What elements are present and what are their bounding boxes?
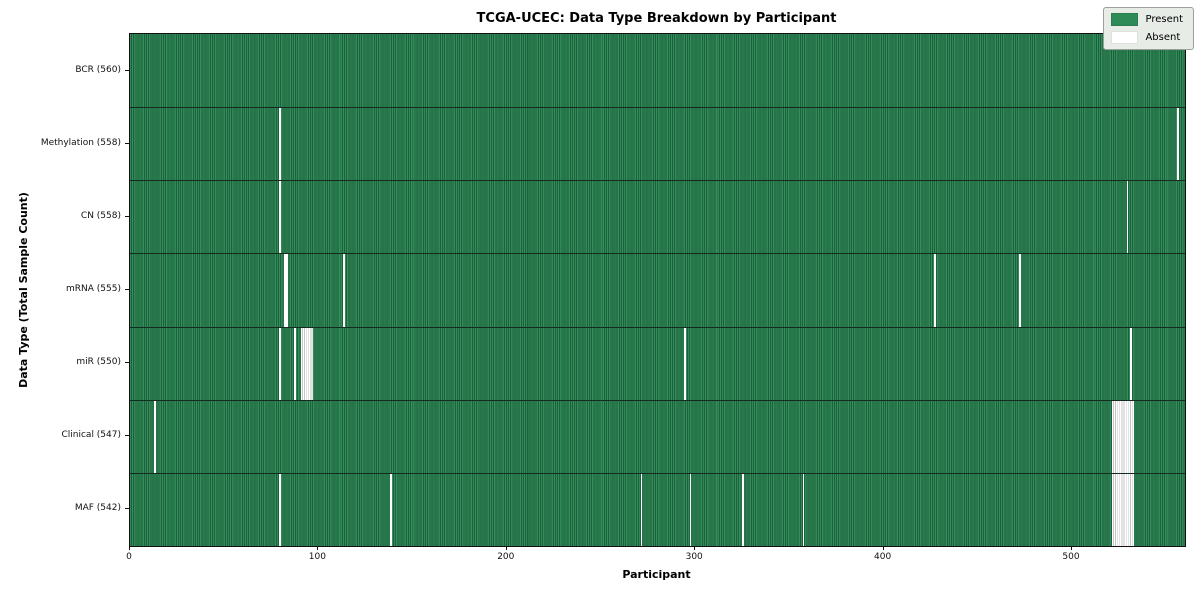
- x-tick-label-400: 400: [874, 552, 892, 562]
- y-tick-mark: [125, 435, 129, 437]
- row-divider: [130, 326, 1185, 328]
- row-divider: [130, 107, 1185, 109]
- absent-stripe: [1111, 472, 1135, 546]
- x-tick-mark: [317, 546, 319, 550]
- legend: Present Absent: [1103, 7, 1194, 50]
- absent-stripe: [1126, 180, 1129, 254]
- absent-stripe: [1177, 107, 1180, 181]
- absent-stripe: [278, 472, 281, 546]
- legend-label-absent: Absent: [1145, 32, 1181, 43]
- x-tick-label-200: 200: [497, 552, 515, 562]
- y-tick-label-maf: MAF (542): [74, 503, 121, 514]
- absent-stripe: [154, 399, 157, 473]
- absent-stripe: [1130, 326, 1133, 400]
- x-tick-label-0: 0: [126, 552, 132, 562]
- x-tick-label-100: 100: [308, 552, 326, 562]
- absent-stripe: [293, 326, 296, 400]
- y-tick-label-clinical: Clinical (547): [61, 430, 121, 441]
- y-tick-label-mrna: mRNA (555): [66, 284, 121, 294]
- absent-swatch-icon: [1111, 31, 1139, 44]
- row-divider: [130, 180, 1185, 182]
- x-tick-mark: [1071, 546, 1072, 550]
- absent-stripe: [640, 472, 643, 546]
- absent-stripe: [301, 326, 313, 400]
- y-tick-label-methylation: Methylation (558): [40, 137, 121, 148]
- x-tick-label-300: 300: [685, 552, 703, 562]
- absent-stripe: [389, 472, 392, 546]
- y-tick-mark: [125, 142, 129, 144]
- x-axis-label: Participant: [622, 568, 691, 581]
- row-divider: [130, 399, 1185, 401]
- absent-stripe: [1111, 399, 1135, 473]
- absent-stripe: [278, 107, 281, 181]
- y-tick-label-mir: miR (550): [76, 357, 121, 368]
- absent-stripe: [278, 180, 281, 254]
- legend-label-present: Present: [1145, 14, 1183, 25]
- chart-title: TCGA-UCEC: Data Type Breakdown by Partic…: [476, 11, 837, 26]
- present-swatch-icon: [1111, 13, 1139, 26]
- absent-stripe: [934, 253, 937, 327]
- x-tick-mark: [694, 546, 696, 550]
- y-tick-mark: [125, 69, 129, 71]
- y-tick-label-bcr: BCR (560): [75, 64, 121, 75]
- absent-stripe: [284, 253, 289, 327]
- x-tick-mark: [882, 546, 884, 550]
- absent-stripe: [342, 253, 345, 327]
- x-tick-mark: [505, 546, 507, 550]
- absent-stripe: [802, 472, 805, 546]
- y-tick-mark: [125, 508, 129, 510]
- x-tick-mark: [129, 546, 130, 550]
- row-divider: [130, 253, 1185, 255]
- y-tick-mark: [125, 362, 129, 364]
- plot-area: [129, 33, 1186, 547]
- absent-stripe: [683, 326, 686, 400]
- absent-stripe: [742, 472, 745, 546]
- absent-stripe: [278, 326, 281, 400]
- legend-item-present: Present: [1111, 13, 1183, 26]
- y-tick-mark: [125, 215, 129, 217]
- absent-stripe: [689, 472, 692, 546]
- y-tick-label-cn: CN (558): [80, 210, 121, 221]
- row-divider: [130, 472, 1185, 474]
- y-tick-mark: [125, 289, 129, 290]
- legend-item-absent: Absent: [1111, 31, 1183, 44]
- absent-stripe: [1019, 253, 1022, 327]
- x-tick-label-500: 500: [1062, 552, 1080, 562]
